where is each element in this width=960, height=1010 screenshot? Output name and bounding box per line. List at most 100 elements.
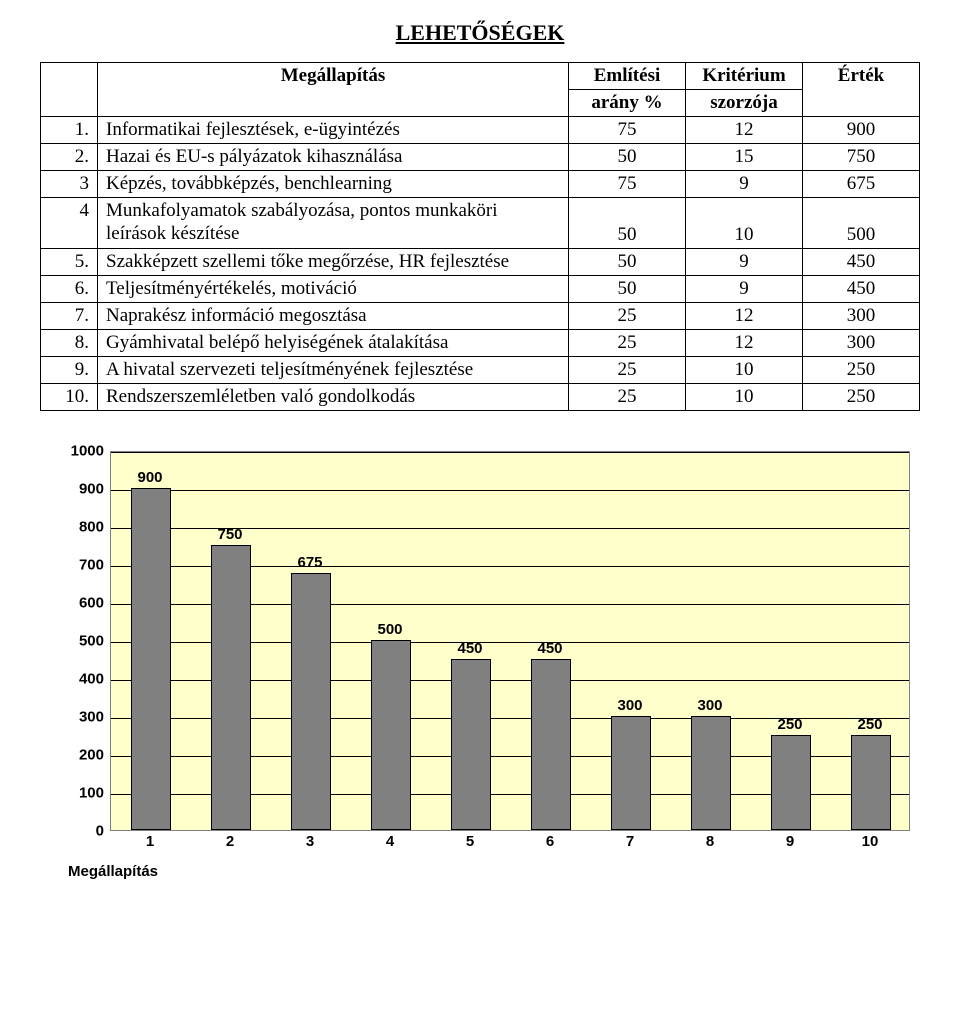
row-desc: A hivatal szervezeti teljesítményének fe… bbox=[98, 356, 569, 383]
y-tick-label: 600 bbox=[60, 594, 104, 611]
x-tick-label: 8 bbox=[706, 833, 714, 850]
x-tick-label: 2 bbox=[226, 833, 234, 850]
row-desc: Informatikai fejlesztések, e-ügyintézés bbox=[98, 117, 569, 144]
row-desc-line: leírások készítése bbox=[106, 223, 239, 244]
bar bbox=[371, 640, 411, 830]
bar bbox=[291, 573, 331, 830]
bar-value-label: 500 bbox=[377, 621, 402, 638]
row-c1: 50 bbox=[569, 275, 686, 302]
x-axis-title: Megállapítás bbox=[68, 863, 920, 880]
x-tick-label: 7 bbox=[626, 833, 634, 850]
y-tick-label: 800 bbox=[60, 518, 104, 535]
th-col1-top: Említési bbox=[569, 63, 686, 90]
table-row: 5. Szakképzett szellemi tőke megőrzése, … bbox=[41, 248, 920, 275]
row-c1: 50 bbox=[569, 198, 686, 249]
y-tick-label: 400 bbox=[60, 670, 104, 687]
row-desc: Rendszerszemléletben való gondolkodás bbox=[98, 383, 569, 410]
plot-area bbox=[110, 451, 910, 831]
bar bbox=[531, 659, 571, 830]
y-tick-label: 0 bbox=[60, 822, 104, 839]
bar bbox=[851, 735, 891, 830]
row-c1: 50 bbox=[569, 144, 686, 171]
row-num: 2. bbox=[41, 144, 98, 171]
bar-value-label: 900 bbox=[137, 469, 162, 486]
row-c3: 250 bbox=[803, 356, 920, 383]
bar-chart: 0100200300400500600700800900100090017502… bbox=[40, 441, 920, 880]
row-c3: 300 bbox=[803, 302, 920, 329]
bar bbox=[691, 716, 731, 830]
row-num: 5. bbox=[41, 248, 98, 275]
bar-value-label: 750 bbox=[217, 526, 242, 543]
table-row: 3 Képzés, továbbképzés, benchlearning 75… bbox=[41, 171, 920, 198]
bar-value-label: 300 bbox=[617, 697, 642, 714]
x-tick-label: 9 bbox=[786, 833, 794, 850]
row-c1: 50 bbox=[569, 248, 686, 275]
row-c2: 9 bbox=[686, 275, 803, 302]
table-row: 7. Naprakész információ megosztása 25 12… bbox=[41, 302, 920, 329]
table-row: 8. Gyámhivatal belépő helyiségének átala… bbox=[41, 329, 920, 356]
row-num: 1. bbox=[41, 117, 98, 144]
row-desc: Gyámhivatal belépő helyiségének átalakít… bbox=[98, 329, 569, 356]
row-c2: 15 bbox=[686, 144, 803, 171]
bar bbox=[611, 716, 651, 830]
row-num: 7. bbox=[41, 302, 98, 329]
y-tick-label: 200 bbox=[60, 746, 104, 763]
x-tick-label: 10 bbox=[862, 833, 879, 850]
page-title: LEHETŐSÉGEK bbox=[40, 20, 920, 46]
bar-value-label: 250 bbox=[777, 716, 802, 733]
row-c3: 300 bbox=[803, 329, 920, 356]
x-tick-label: 6 bbox=[546, 833, 554, 850]
row-num: 10. bbox=[41, 383, 98, 410]
row-num: 3 bbox=[41, 171, 98, 198]
row-c3: 675 bbox=[803, 171, 920, 198]
y-tick-label: 500 bbox=[60, 632, 104, 649]
row-c1: 75 bbox=[569, 117, 686, 144]
row-c2: 12 bbox=[686, 329, 803, 356]
th-col3: Érték bbox=[803, 63, 920, 117]
row-desc: Képzés, továbbképzés, benchlearning bbox=[98, 171, 569, 198]
row-c2: 12 bbox=[686, 302, 803, 329]
row-c1: 75 bbox=[569, 171, 686, 198]
table-row: 6. Teljesítményértékelés, motiváció 50 9… bbox=[41, 275, 920, 302]
row-desc: Szakképzett szellemi tőke megőrzése, HR … bbox=[98, 248, 569, 275]
row-c3: 250 bbox=[803, 383, 920, 410]
row-c1: 25 bbox=[569, 356, 686, 383]
x-tick-label: 3 bbox=[306, 833, 314, 850]
th-col2-bot: szorzója bbox=[686, 90, 803, 117]
row-c3: 900 bbox=[803, 117, 920, 144]
bar-value-label: 450 bbox=[537, 640, 562, 657]
bar bbox=[131, 488, 171, 830]
th-col2-top: Kritérium bbox=[686, 63, 803, 90]
y-tick-label: 100 bbox=[60, 784, 104, 801]
row-desc: Hazai és EU-s pályázatok kihasználása bbox=[98, 144, 569, 171]
row-c1: 25 bbox=[569, 329, 686, 356]
table-row: 10. Rendszerszemléletben való gondolkodá… bbox=[41, 383, 920, 410]
row-c2: 9 bbox=[686, 248, 803, 275]
y-tick-label: 900 bbox=[60, 480, 104, 497]
gridline bbox=[111, 490, 909, 491]
row-c3: 750 bbox=[803, 144, 920, 171]
x-tick-label: 5 bbox=[466, 833, 474, 850]
bar-value-label: 300 bbox=[697, 697, 722, 714]
row-c2: 12 bbox=[686, 117, 803, 144]
row-desc: Munkafolyamatok szabályozása, pontos mun… bbox=[98, 198, 569, 249]
x-tick-label: 1 bbox=[146, 833, 154, 850]
row-c1: 25 bbox=[569, 302, 686, 329]
row-desc: Teljesítményértékelés, motiváció bbox=[98, 275, 569, 302]
row-c3: 500 bbox=[803, 198, 920, 249]
y-tick-label: 300 bbox=[60, 708, 104, 725]
table-row: 1. Informatikai fejlesztések, e-ügyintéz… bbox=[41, 117, 920, 144]
data-table: Megállapítás Említési Kritérium Érték ar… bbox=[40, 62, 920, 411]
row-num: 4 bbox=[41, 198, 98, 249]
table-row: 9. A hivatal szervezeti teljesítményének… bbox=[41, 356, 920, 383]
row-c2: 9 bbox=[686, 171, 803, 198]
bar bbox=[211, 545, 251, 830]
bar-value-label: 675 bbox=[297, 554, 322, 571]
row-c2: 10 bbox=[686, 356, 803, 383]
row-desc: Naprakész információ megosztása bbox=[98, 302, 569, 329]
row-c1: 25 bbox=[569, 383, 686, 410]
row-c3: 450 bbox=[803, 248, 920, 275]
row-c2: 10 bbox=[686, 383, 803, 410]
th-blank bbox=[41, 63, 98, 117]
th-desc: Megállapítás bbox=[98, 63, 569, 117]
